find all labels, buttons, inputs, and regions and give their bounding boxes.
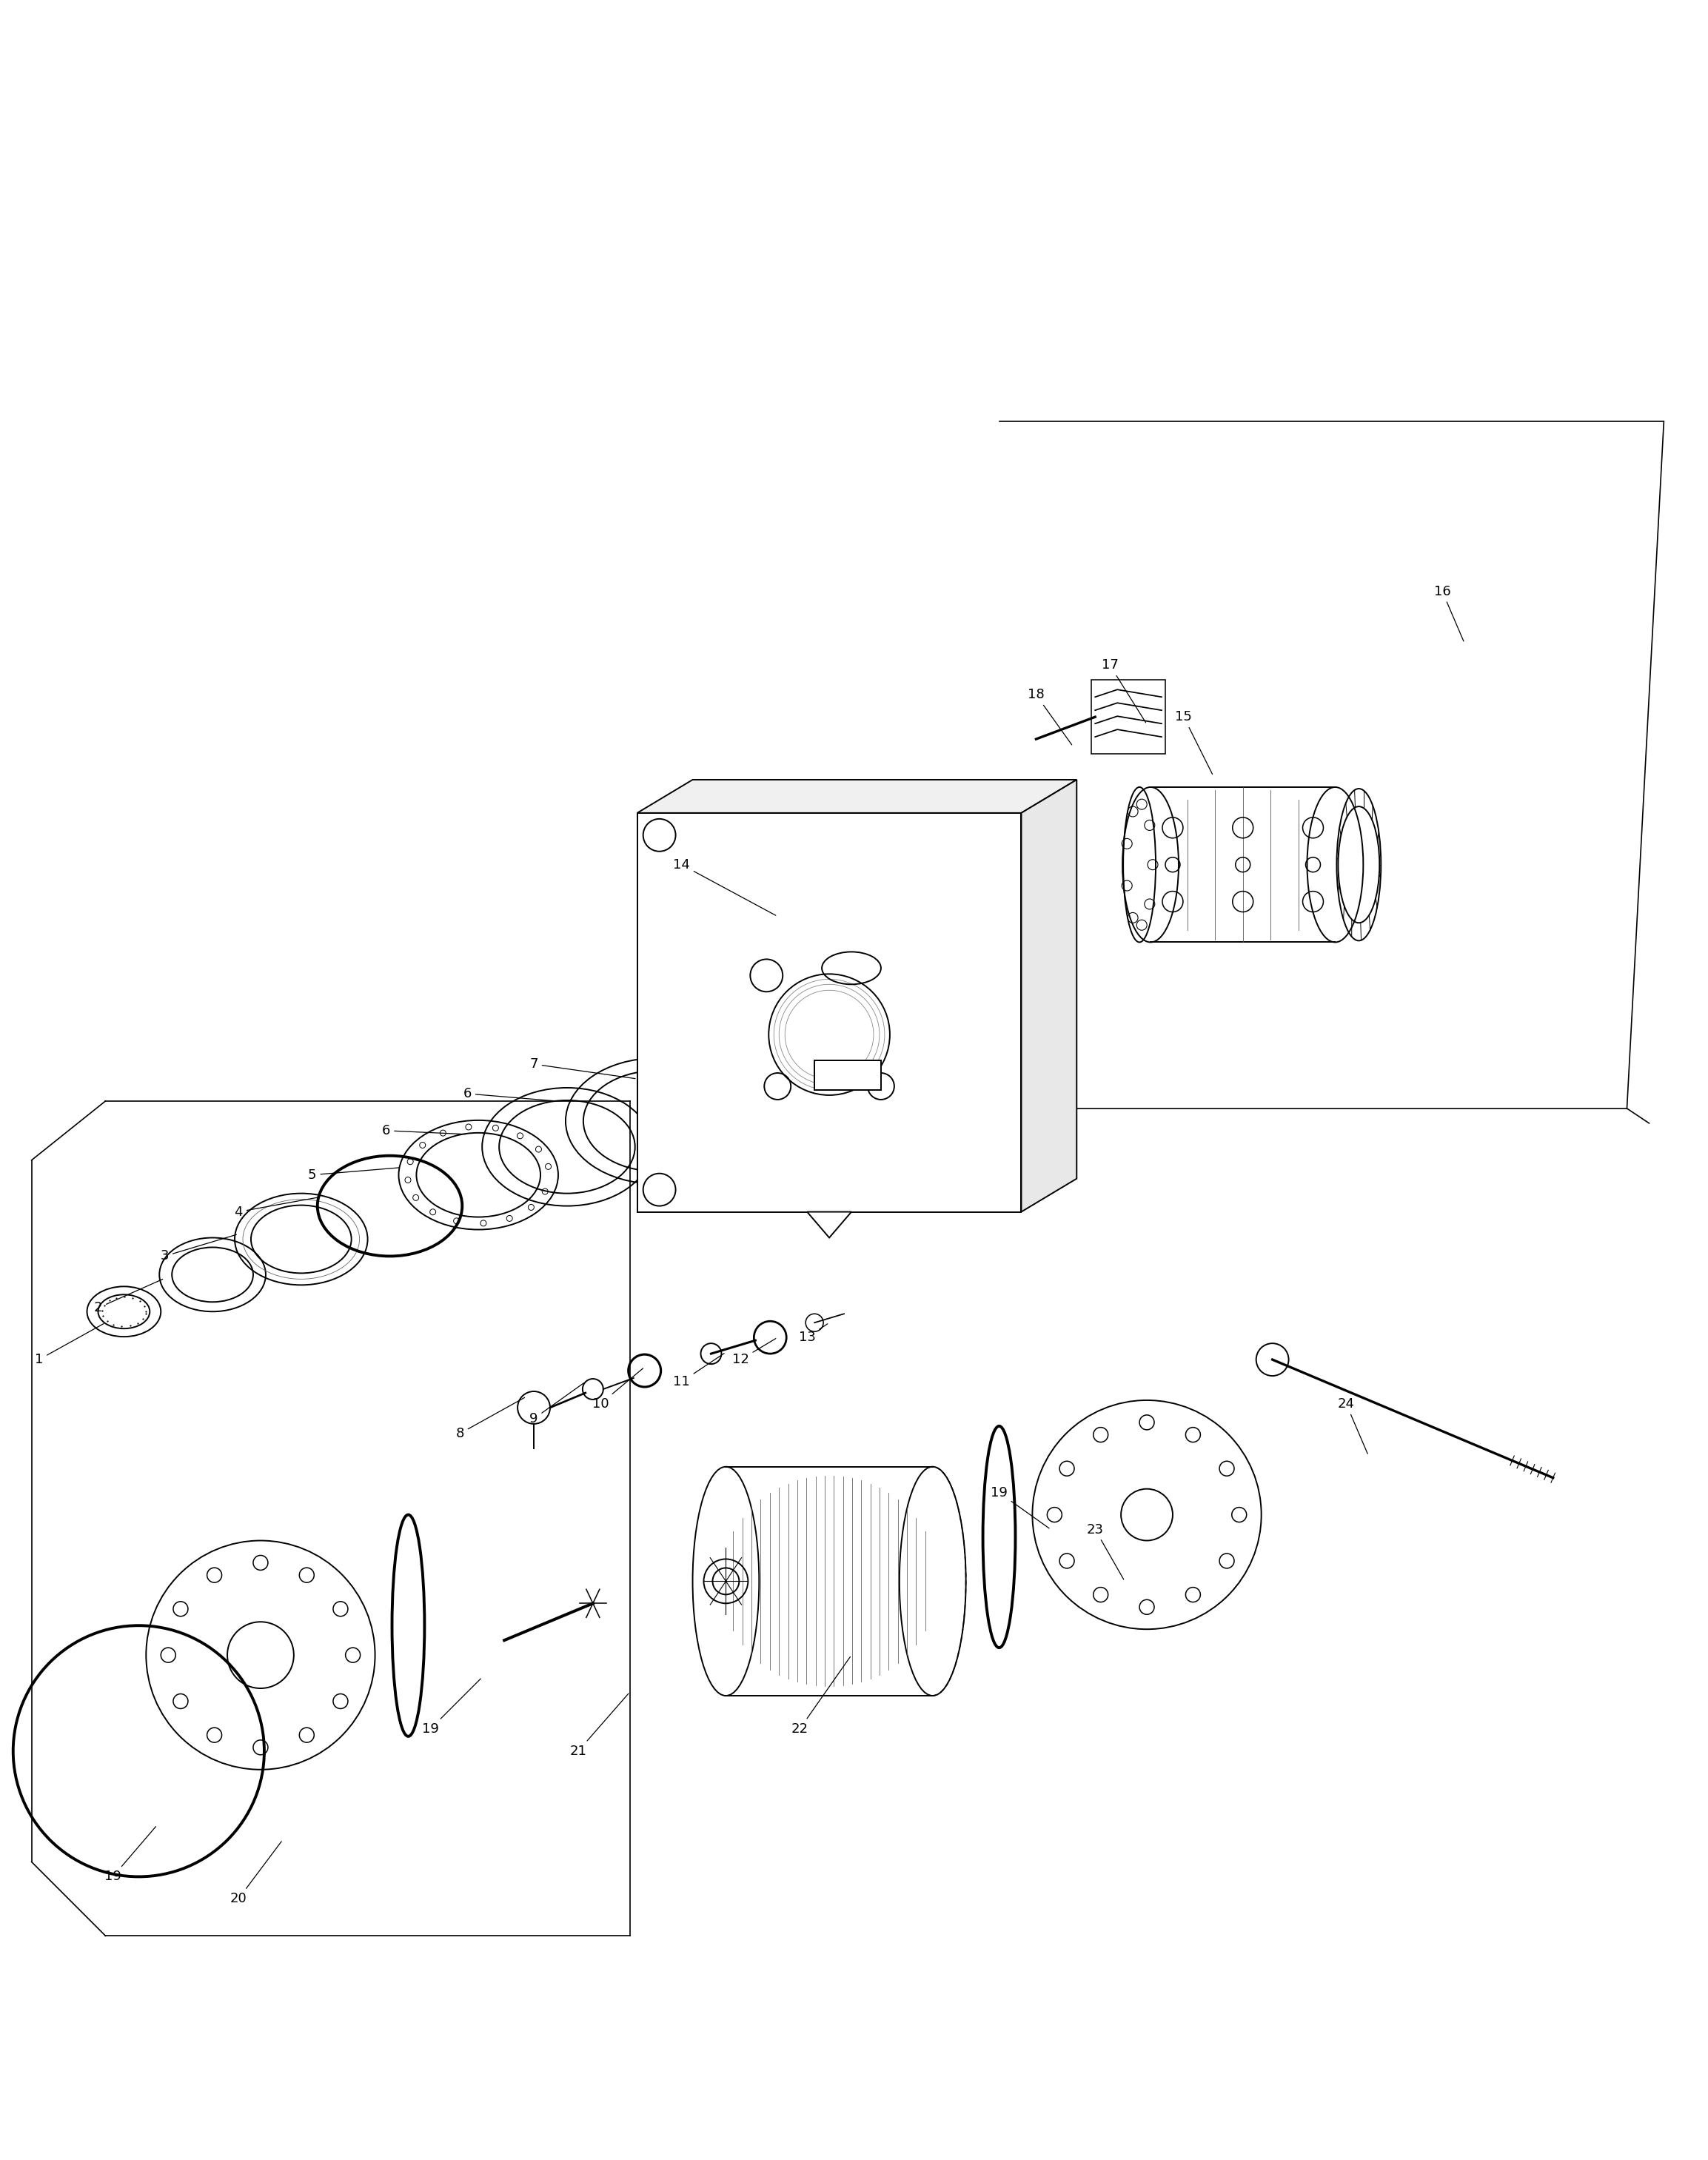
Polygon shape <box>637 780 1076 812</box>
Text: 24: 24 <box>1337 1398 1368 1454</box>
Text: 17: 17 <box>1102 659 1146 724</box>
Text: 9: 9 <box>529 1382 584 1426</box>
Text: 11: 11 <box>673 1354 724 1389</box>
Text: 15: 15 <box>1175 711 1213 773</box>
Text: 20: 20 <box>231 1842 282 1905</box>
Text: 7: 7 <box>529 1058 635 1078</box>
Text: 19: 19 <box>991 1486 1049 1529</box>
Text: 6: 6 <box>383 1123 465 1138</box>
Text: 23: 23 <box>1086 1523 1124 1579</box>
Polygon shape <box>637 812 1021 1212</box>
Text: 10: 10 <box>593 1367 642 1410</box>
Text: 21: 21 <box>570 1693 629 1758</box>
Text: 6: 6 <box>463 1086 553 1102</box>
Text: 3: 3 <box>161 1236 236 1264</box>
Text: 19: 19 <box>104 1827 155 1884</box>
Bar <box>1091 680 1165 754</box>
Text: 4: 4 <box>234 1197 318 1218</box>
Text: 14: 14 <box>673 858 775 916</box>
Polygon shape <box>808 1212 851 1238</box>
Bar <box>815 1061 881 1091</box>
Text: 18: 18 <box>1028 689 1073 745</box>
Polygon shape <box>1021 780 1076 1212</box>
Text: 22: 22 <box>791 1657 851 1737</box>
Text: 16: 16 <box>1433 585 1464 642</box>
Text: 13: 13 <box>799 1324 828 1344</box>
Text: 2: 2 <box>94 1279 162 1315</box>
Text: 12: 12 <box>733 1339 775 1367</box>
Text: 1: 1 <box>34 1324 104 1367</box>
Text: 8: 8 <box>456 1398 524 1441</box>
Text: 19: 19 <box>422 1678 480 1737</box>
Text: 5: 5 <box>307 1169 400 1182</box>
